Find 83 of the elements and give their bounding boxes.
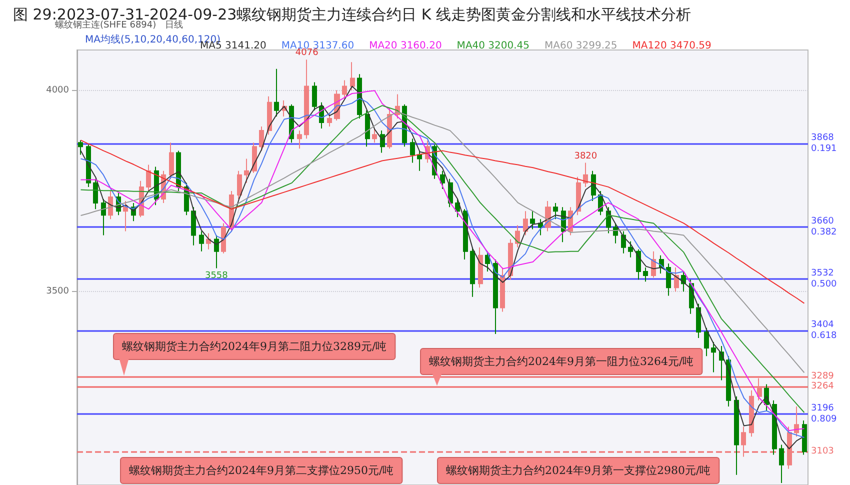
- candlestick: [146, 164, 151, 192]
- candlestick: [267, 96, 272, 136]
- candlestick: [613, 222, 618, 244]
- annotation: 螺纹钢期货主力合约2024年9月第二阻力位3289元/吨: [122, 340, 387, 353]
- candlestick: [297, 130, 302, 150]
- ref-line-label: 3532 0.500: [811, 268, 838, 290]
- candlestick: [237, 170, 242, 200]
- y-tick-label: 4000: [46, 85, 70, 96]
- candlestick: [478, 246, 483, 288]
- ref-line-label: 3660 0.382: [811, 216, 837, 238]
- candlestick: [741, 426, 746, 458]
- candlestick: [643, 267, 648, 282]
- annotation: 螺纹钢期货主力合约2024年9月第二支撑位2950元/吨: [129, 464, 394, 477]
- annotation: 螺纹钢期货主力合约2024年9月第一支撑位2980元/吨: [446, 464, 711, 477]
- candlestick: [704, 327, 709, 357]
- candlestick: [93, 178, 98, 210]
- candlestick: [417, 150, 422, 172]
- candlestick: [493, 258, 498, 334]
- candlestick: [711, 342, 716, 373]
- candlestick: [583, 162, 588, 188]
- candlestick: [78, 140, 83, 156]
- candlestick: [410, 138, 415, 164]
- text: MA60 3299.25: [544, 40, 618, 52]
- ref-line-label: 3868 0.191: [811, 132, 837, 154]
- candlestick: [726, 356, 731, 407]
- candlestick: [757, 378, 762, 401]
- text: 日线: [165, 20, 183, 30]
- candlestick: [259, 126, 264, 152]
- candlestick: [252, 142, 257, 174]
- ref-line-label: 3264: [811, 382, 834, 392]
- candlestick: [169, 142, 174, 180]
- candlestick: [350, 62, 355, 91]
- candlestick: [734, 396, 739, 476]
- candlestick: [221, 222, 226, 254]
- candlestick: [674, 267, 679, 292]
- text: MA20 3160.20: [369, 40, 442, 52]
- candlestick: [191, 206, 196, 246]
- candlestick: [440, 170, 445, 190]
- candlestick: [772, 400, 777, 456]
- ref-line-label: 3103: [811, 446, 834, 457]
- text: MA40 3200.45: [456, 40, 530, 52]
- candlestick: [372, 128, 377, 144]
- candlestick: [485, 250, 490, 272]
- candlestick: [538, 218, 543, 236]
- candlestick: [244, 158, 249, 184]
- candlestick: [621, 230, 626, 254]
- annotation: 3558: [204, 270, 228, 281]
- candlestick: [176, 150, 181, 192]
- candlestick: [515, 224, 520, 248]
- ref-line-label: 3196 0.809: [811, 404, 838, 425]
- candlestick: [274, 68, 279, 117]
- candlestick: [749, 390, 754, 438]
- candlestick: [779, 444, 784, 484]
- candlestick: [666, 262, 671, 296]
- candlestick: [342, 80, 347, 99]
- candlestick: [327, 112, 332, 128]
- candlestick: [455, 198, 460, 218]
- candlestick: [123, 200, 128, 232]
- candlestick: [312, 82, 317, 111]
- annotation: 螺纹钢期货主力合约2024年9月第一阻力位3264元/吨: [429, 355, 694, 368]
- candlestick: [530, 210, 535, 230]
- candlestick: [628, 240, 633, 258]
- candlestick: [199, 230, 204, 252]
- ref-line-label: 3289: [811, 372, 834, 382]
- candlestick: [304, 59, 309, 140]
- y-tick-label: 3500: [46, 286, 70, 297]
- candlestick: [802, 420, 807, 456]
- line-series: [80, 140, 805, 304]
- candlestick: [523, 210, 528, 236]
- candlestick: [553, 202, 558, 220]
- candlestick: [365, 110, 370, 148]
- candlestick: [696, 303, 701, 338]
- ref-line-label: 3404 0.618: [811, 320, 838, 341]
- candlestick: [101, 198, 106, 236]
- candlestick: [470, 246, 475, 298]
- candlestick: [500, 267, 505, 312]
- candlestick: [794, 406, 799, 438]
- annotation: 3820: [574, 151, 598, 162]
- candlestick: [206, 232, 211, 250]
- text: MA120 3470.59: [632, 40, 712, 52]
- candlestick: [214, 234, 219, 269]
- candlestick: [787, 426, 792, 470]
- candlestick: [636, 248, 641, 280]
